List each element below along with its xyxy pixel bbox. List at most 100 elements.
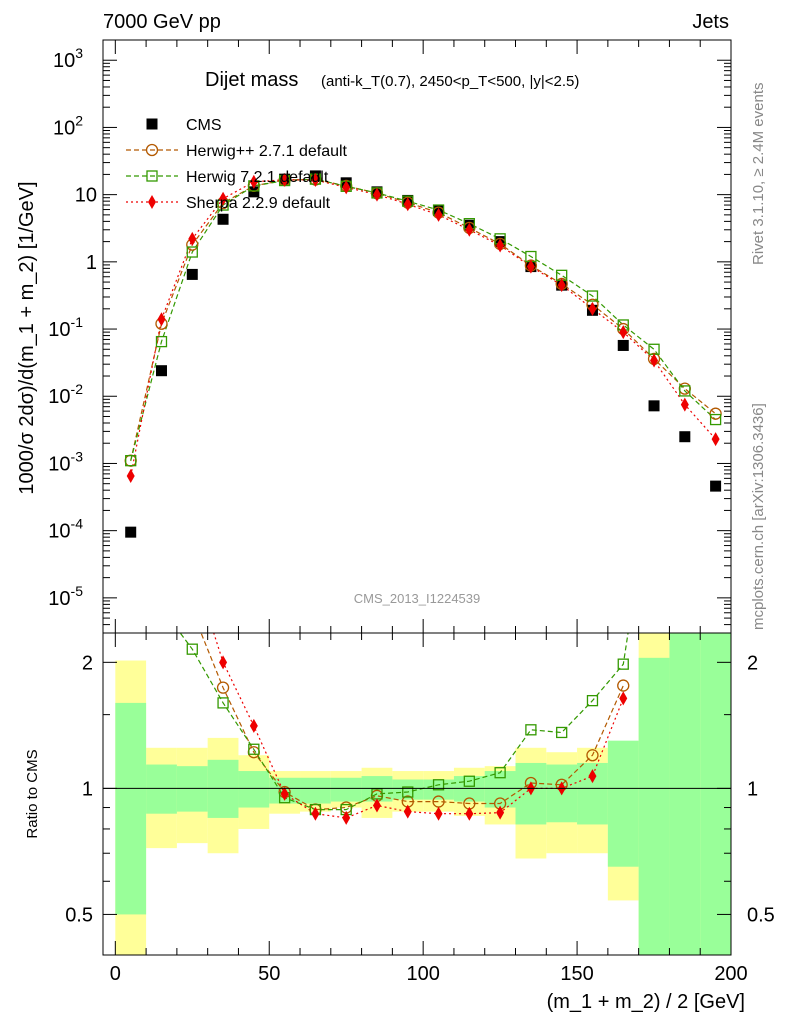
legend-label-1: Herwig++ 2.7.1 default <box>186 143 348 160</box>
main-point-s3-19 <box>711 432 720 447</box>
legend-marker-1 <box>145 143 159 157</box>
plot-subtitle: (anti-k_T(0.7), 2450<p_T<500, |y|<2.5) <box>321 73 579 90</box>
ratio-point-s1-14 <box>586 694 599 707</box>
ratio-point-s2-4 <box>280 786 289 801</box>
energy-label: 7000 GeV pp <box>103 11 221 33</box>
ratio-point-s0-1 <box>187 606 198 617</box>
stat-band-bin-9 <box>392 779 424 800</box>
main-point-s2-15 <box>586 290 599 302</box>
plot-title: Dijet mass <box>205 69 298 91</box>
main-point-s3-12 <box>496 238 505 253</box>
stat-band-bin-19 <box>700 633 731 955</box>
source-label: mcplots.cern.ch [arXiv:1306.3436] <box>750 403 767 630</box>
main-point-s0-0 <box>125 526 137 538</box>
main-point-s1-18 <box>678 382 691 395</box>
ratio-point-s1-13 <box>556 726 568 739</box>
ratio-point-s2-1 <box>188 559 196 573</box>
ratio-point-s1-3 <box>248 743 260 755</box>
rivet-version-label: Rivet 3.1.10, ≥ 2.4M events <box>750 83 767 266</box>
ratio-point-s1-11 <box>494 767 506 779</box>
xtick-label-0: 0 <box>110 963 121 985</box>
main-point-s2-19 <box>709 413 722 426</box>
ratio-point-s2-5 <box>311 806 320 821</box>
main-point-s0-19 <box>710 480 722 492</box>
xtick-label-4: 200 <box>714 963 747 985</box>
main-ytick-label-2: 10-3 <box>48 448 83 475</box>
ratio-point-s2-10 <box>465 806 474 821</box>
main-y-axis: 10-5 10-4 10-3 10-2 10-1 1 10 102 103 <box>48 40 732 633</box>
legend-marker-2 <box>146 170 158 182</box>
main-point-s3-14 <box>557 278 566 293</box>
ratio-point-s2-3 <box>249 718 258 733</box>
main-point-s0-16 <box>617 339 629 351</box>
ratio-point-s2-8 <box>403 804 412 819</box>
main-ytick-label-7: 102 <box>53 112 83 139</box>
main-point-s3-11 <box>465 222 474 237</box>
main-point-s3-15 <box>588 301 597 316</box>
ratio-point-s0-0 <box>156 490 167 501</box>
ratio-point-s1-15 <box>617 658 629 670</box>
main-point-s3-5 <box>280 172 289 187</box>
analysis-label: CMS_2013_I1224539 <box>354 591 481 606</box>
xtick-label-3: 150 <box>560 963 593 985</box>
ratio-ytick-label-0: 0.5 <box>65 904 93 926</box>
ratio-point-s2-15 <box>619 691 628 706</box>
stat-band-bin-2 <box>176 766 208 812</box>
main-point-s2-1 <box>155 335 168 348</box>
legend-label-0: CMS <box>186 117 222 134</box>
xtick-label-2: 100 <box>406 963 439 985</box>
main-point-s3-16 <box>619 325 628 340</box>
legend-label-3: Sherpa 2.2.9 default <box>186 195 331 212</box>
main-ytick-label-6: 10 <box>75 185 97 207</box>
main-ytick-label-0: 10-5 <box>48 583 83 610</box>
ratio-point-s1-10 <box>463 775 475 787</box>
ratio-ytick-label-right-0: 0.5 <box>747 904 775 926</box>
ratio-ytick-label-2: 2 <box>82 652 93 674</box>
stat-band-bin-0 <box>115 702 147 915</box>
main-ytick-label-5: 1 <box>86 252 97 274</box>
ratio-point-s1-2 <box>217 697 229 709</box>
main-point-s3-7 <box>342 180 351 195</box>
ratio-point-s2-9 <box>434 806 443 821</box>
legend-marker-0 <box>146 118 158 130</box>
ratio-point-s1-12 <box>525 724 537 736</box>
ratio-point-s1-9 <box>432 779 445 791</box>
stat-band-bin-16 <box>607 740 639 867</box>
ratio-ytick-label-1: 1 <box>82 778 93 800</box>
main-ytick-label-4: 10-1 <box>48 314 83 341</box>
ratio-point-s1-8 <box>402 786 414 798</box>
main-ytick-label-1: 10-4 <box>48 516 83 543</box>
main-point-s3-8 <box>372 187 381 202</box>
x-axis-label: (m_1 + m_2) / 2 [GeV] <box>547 991 745 1013</box>
ratio-point-s1-0 <box>156 603 166 613</box>
main-point-s3-10 <box>434 207 443 222</box>
main-ytick-label-3: 10-2 <box>48 381 83 408</box>
main-point-s3-3 <box>219 191 228 206</box>
ratio-point-s2-11 <box>496 805 505 820</box>
main-ytick-label-8: 103 <box>53 45 83 72</box>
ratio-uncertainty-bands <box>115 633 731 955</box>
main-point-s0-2 <box>186 268 198 280</box>
main-point-s1-19 <box>709 407 722 420</box>
main-point-s3-6 <box>311 173 320 188</box>
stat-band-bin-4 <box>238 771 270 808</box>
xtick-label-1: 50 <box>258 963 280 985</box>
ratio-point-s0-2 <box>216 681 230 694</box>
stat-band-bin-6 <box>300 777 331 804</box>
main-point-s2-2 <box>186 246 198 258</box>
main-point-s3-18 <box>680 397 689 412</box>
legend: CMS Herwig++ 2.7.1 default Herwig 7.2.1 de… <box>126 117 348 212</box>
ratio-point-s2-0 <box>157 459 165 473</box>
main-point-s0-3 <box>217 213 229 225</box>
ratio-point-s1-16 <box>649 458 659 468</box>
main-point-s0-17 <box>648 400 660 412</box>
ratio-axes: 0.5 0.5 1 1 2 2 0 50 100 150 200 <box>65 633 775 985</box>
stat-band-bin-12 <box>484 771 516 808</box>
ratio-point-s2-14 <box>588 769 597 784</box>
ratio-point-s1-1 <box>186 643 198 655</box>
main-point-s3-2 <box>188 231 197 246</box>
ratio-ytick-label-right-1: 1 <box>747 778 758 800</box>
process-label: Jets <box>692 11 729 33</box>
main-y-axis-label: 1000/σ 2dσ)/d(m_1 + m_2) [1/GeV] <box>16 181 38 494</box>
main-point-s3-9 <box>403 197 412 212</box>
